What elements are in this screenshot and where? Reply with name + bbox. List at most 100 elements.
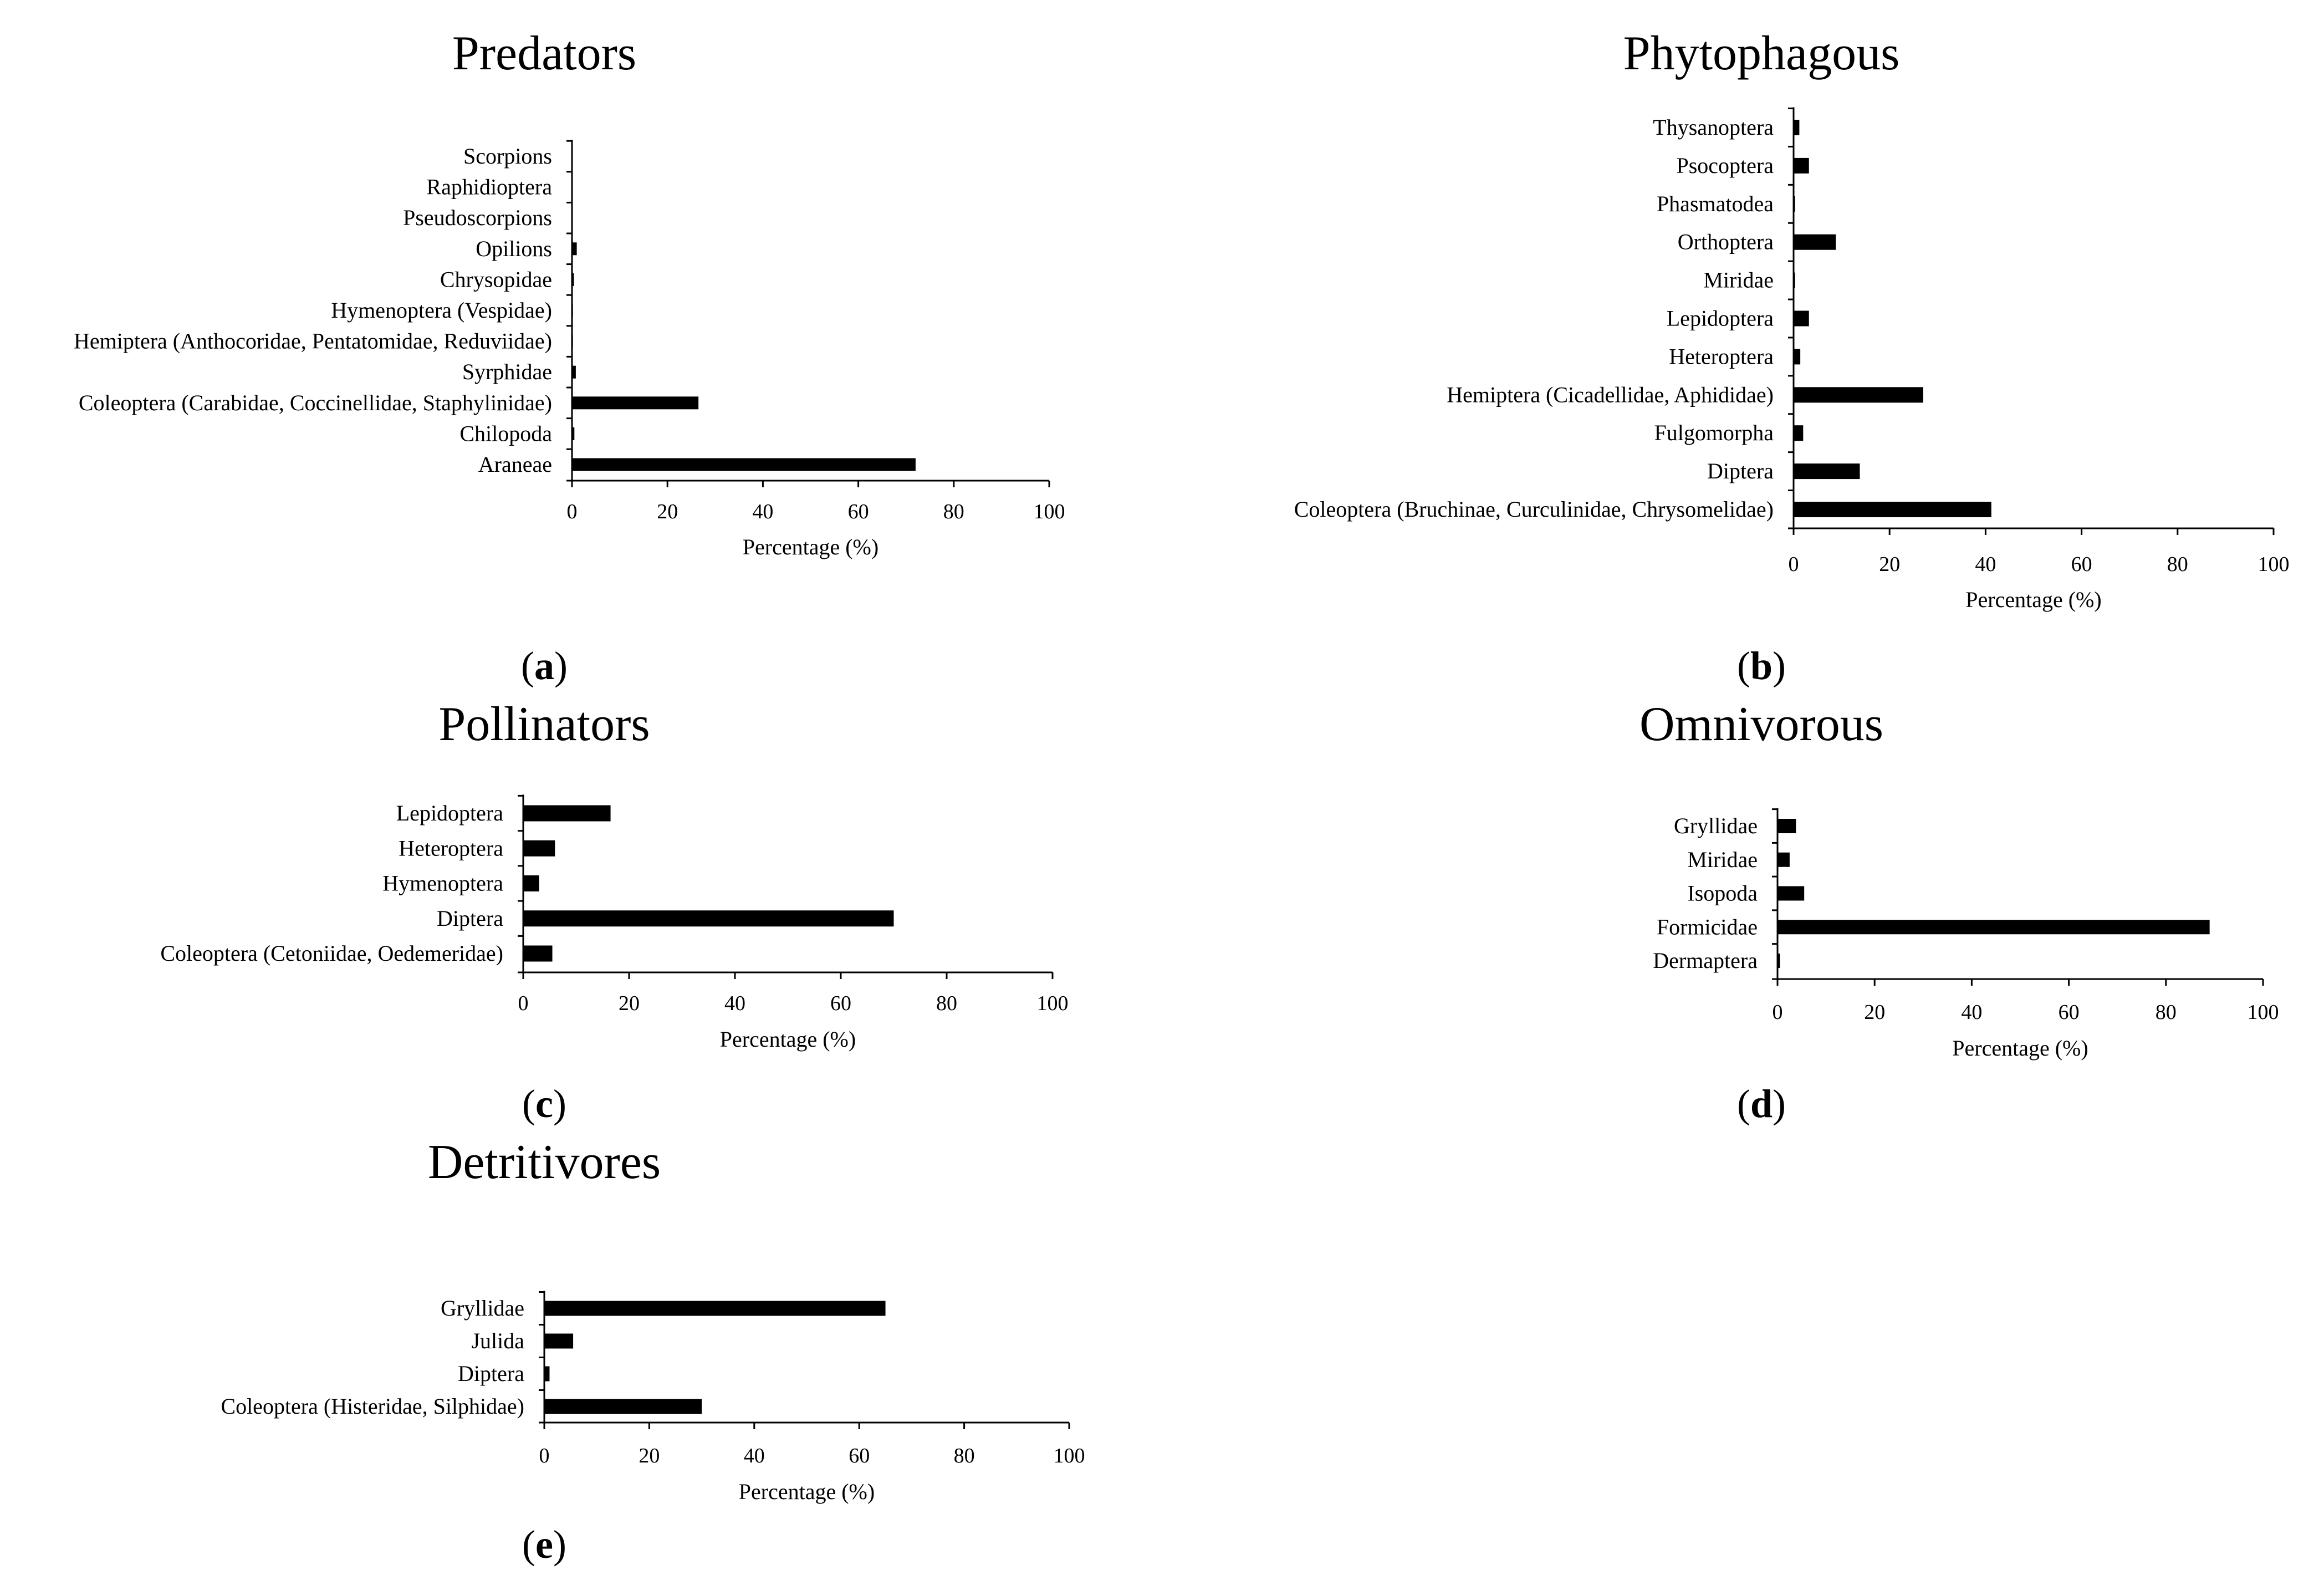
chart-e: Detritivores Gryllidae Julida Diptera Coleop… [221,1135,1085,1567]
x-tick-label: 40 [1975,553,1996,576]
bar [1794,157,1809,174]
category-label: Julida [471,1328,524,1353]
x-tick-label: 100 [2258,553,2290,576]
bar [523,945,553,962]
x-axis-label: Percentage (%) [739,1479,875,1504]
category-label: Syrphidae [462,359,552,384]
category-label: Coleoptera (Carabidae, Coccinellidae, St… [79,390,552,415]
category-label: Coleoptera (Histeridae, Silphidae) [221,1394,524,1419]
category-label: Scorpions [463,144,552,169]
bar [523,875,539,891]
bar [572,365,576,379]
x-tick-label: 60 [849,1444,870,1467]
x-tick-label: 100 [1034,500,1065,523]
bar [572,242,577,256]
category-label: Pseudoscorpions [403,205,552,230]
bar [1794,196,1795,212]
category-label: Araneae [478,452,552,477]
x-tick-label: 100 [2248,1001,2279,1024]
chart-title: Predators [452,27,636,80]
category-label: Miridae [1687,847,1758,872]
category-label: Lepidoptera [1667,306,1774,331]
category-label: Heteroptera [399,835,503,860]
x-tick-label: 80 [954,1444,975,1467]
x-axis-label: Percentage (%) [1965,587,2101,612]
bar [1778,920,2210,935]
category-label: Lepidoptera [396,801,503,825]
chart-d: Omnivorous Gryllidae Miridae Isopoda Formici… [1639,697,2279,1126]
x-tick-label: 20 [657,500,678,523]
panel-label: (b) [1737,644,1786,688]
bar [544,1399,702,1414]
category-label: Coleoptera (Bruchinae, Curculinidae, Chr… [1294,497,1774,522]
panel-label: (d) [1737,1082,1786,1126]
category-label: Coleoptera (Cetoniidae, Oedemeridae) [160,941,503,966]
x-tick-label: 60 [2059,1001,2080,1024]
category-label: Diptera [1707,458,1774,483]
bar [572,427,575,440]
x-tick-label: 80 [943,500,964,523]
x-tick-label: 0 [1789,553,1799,576]
x-tick-label: 80 [936,992,957,1015]
bar [523,805,611,822]
x-tick-label: 80 [2167,553,2188,576]
category-label: Diptera [437,906,503,931]
bar [1778,886,1805,901]
x-tick-label: 80 [2156,1001,2177,1024]
panel-letter: e [535,1522,553,1567]
category-label: Raphidioptera [426,175,552,200]
category-label: Psocoptera [1676,153,1774,178]
x-axis-label: Percentage (%) [1952,1036,2088,1061]
bar [1794,234,1836,250]
x-axis-label: Percentage (%) [743,534,878,559]
chart-title: Detritivores [428,1135,661,1189]
category-label: Heteroptera [1669,344,1774,369]
category-label: Gryllidae [1674,813,1758,838]
category-label: Chrysopidae [440,267,552,292]
panel-label: (a) [521,644,568,688]
category-label: Diptera [458,1361,524,1386]
bar [572,181,573,194]
bar [544,1333,574,1349]
bar [544,1366,550,1382]
category-label: Hymenoptera [382,871,503,896]
category-label: Gryllidae [441,1296,524,1321]
category-label: Chilopoda [459,421,552,446]
x-tick-label: 40 [752,500,773,523]
chart-c: Pollinators Lepidoptera Heteroptera Hymenop… [160,697,1068,1126]
category-label: Opilions [476,236,552,261]
x-tick-label: 20 [639,1444,660,1467]
bar [1778,819,1796,833]
bar [1794,387,1923,403]
panel-letter: b [1750,644,1773,688]
x-tick-label: 20 [619,992,640,1015]
bar [572,396,699,410]
bar [1794,425,1804,441]
bar [1794,463,1860,480]
x-tick-label: 60 [2071,553,2092,576]
category-label: Phasmatodea [1657,191,1774,216]
bar [1794,502,1991,517]
bar [544,1301,886,1316]
category-label: Hemiptera (Cicadellidae, Aphididae) [1447,382,1774,407]
x-tick-label: 100 [1054,1444,1085,1467]
bar [1794,272,1795,288]
category-label: Hymenoptera (Vespidae) [331,298,552,323]
panel-letter: a [534,644,554,688]
panel-letter: d [1750,1082,1773,1126]
x-tick-label: 20 [1864,1001,1885,1024]
x-tick-label: 100 [1037,992,1069,1015]
x-tick-label: 0 [518,992,529,1015]
category-label: Fulgomorpha [1654,420,1774,445]
bar [523,910,894,927]
category-label: Orthoptera [1678,230,1774,254]
panel-label: (c) [522,1082,566,1126]
category-label: Dermaptera [1653,948,1758,973]
bar [1794,349,1801,365]
bar [572,150,573,163]
bar [1778,852,1790,867]
x-tick-label: 60 [830,992,851,1015]
x-axis-label: Percentage (%) [720,1027,856,1052]
chart-b: Phytophagous Thysanoptera Psocoptera Phasma… [1294,27,2290,688]
bar [1794,120,1800,135]
